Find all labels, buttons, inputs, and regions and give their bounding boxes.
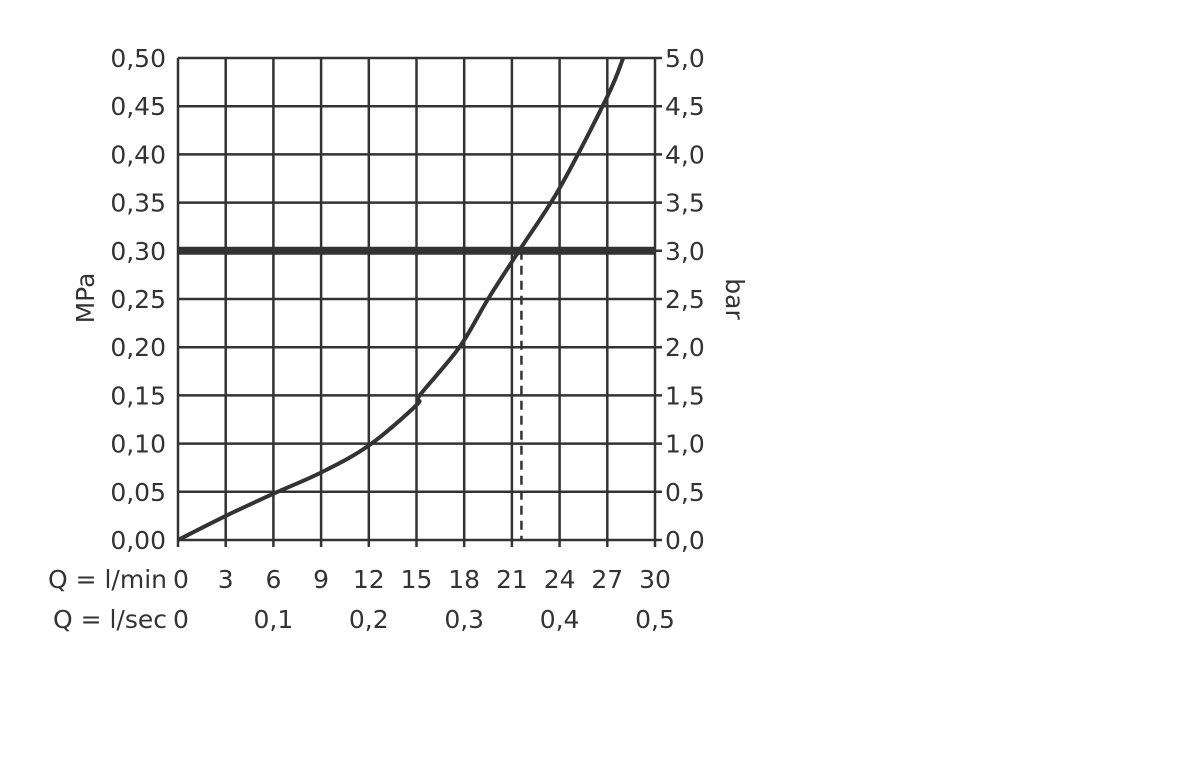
x-tick-lsec: 0,1	[254, 605, 294, 634]
y-tick-right: 1,5	[665, 381, 705, 410]
x-tick-lsec: 0	[173, 605, 189, 634]
y-tick-right: 3,0	[665, 237, 705, 266]
x-tick-lmin: 6	[265, 565, 281, 594]
y-tick-left: 0,50	[110, 44, 166, 73]
y-tick-left: 0,45	[110, 92, 166, 121]
y-tick-right: 2,5	[665, 285, 705, 314]
y-tick-left: 0,25	[110, 285, 166, 314]
y-tick-right: 5,0	[665, 44, 705, 73]
x-tick-lmin: 12	[353, 565, 385, 594]
y-tick-left: 0,15	[110, 381, 166, 410]
x-tick-lmin: 18	[448, 565, 480, 594]
x-tick-lmin: 24	[544, 565, 576, 594]
x-label-lsec: Q = l/sec	[53, 605, 167, 634]
x-tick-lsec: 0,5	[635, 605, 675, 634]
x-label-lmin: Q = l/min	[48, 565, 167, 594]
y-tick-right: 0,0	[665, 526, 705, 555]
y-tick-right: 2,0	[665, 333, 705, 362]
y-tick-left: 0,10	[110, 430, 166, 459]
y-label-left: MPa	[71, 273, 100, 324]
x-tick-lsec: 0,3	[444, 605, 484, 634]
y-tick-left: 0,00	[110, 526, 166, 555]
y-tick-left: 0,20	[110, 333, 166, 362]
x-tick-lsec: 0,4	[540, 605, 580, 634]
x-tick-lmin: 0	[173, 565, 189, 594]
y-tick-left: 0,40	[110, 140, 166, 169]
y-tick-left: 0,35	[110, 189, 166, 218]
x-tick-lmin: 15	[401, 565, 433, 594]
y-tick-right: 3,5	[665, 189, 705, 218]
y-tick-right: 4,5	[665, 92, 705, 121]
x-tick-lmin: 30	[639, 565, 671, 594]
x-tick-lmin: 3	[218, 565, 234, 594]
y-tick-right: 0,5	[665, 478, 705, 507]
x-tick-lsec: 0,2	[349, 605, 389, 634]
x-tick-lmin: 27	[591, 565, 623, 594]
x-tick-lmin: 21	[496, 565, 528, 594]
flow-curve	[177, 57, 626, 542]
y-label-right: bar	[720, 278, 749, 320]
y-tick-right: 4,0	[665, 140, 705, 169]
y-tick-left: 0,05	[110, 478, 166, 507]
y-tick-left: 0,30	[110, 237, 166, 266]
x-tick-lmin: 9	[313, 565, 329, 594]
y-tick-right: 1,0	[665, 430, 705, 459]
